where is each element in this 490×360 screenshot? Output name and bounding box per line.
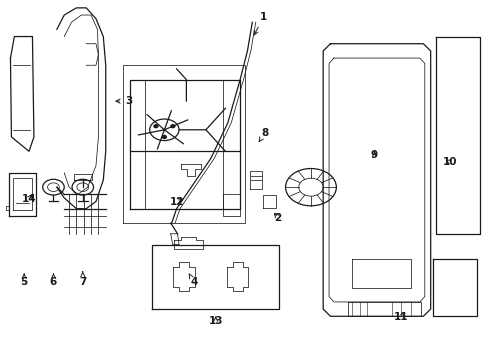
Text: 10: 10 <box>443 157 458 167</box>
Text: 11: 11 <box>394 312 409 322</box>
Text: 6: 6 <box>50 274 57 287</box>
Text: 9: 9 <box>371 150 378 160</box>
Text: 1: 1 <box>254 12 267 35</box>
Text: 3: 3 <box>116 96 132 106</box>
Circle shape <box>162 135 166 138</box>
Circle shape <box>171 125 175 128</box>
Text: 14: 14 <box>22 194 36 204</box>
Text: 4: 4 <box>189 274 197 287</box>
Text: 13: 13 <box>208 316 223 325</box>
Text: 5: 5 <box>21 274 28 287</box>
Text: 2: 2 <box>274 213 282 222</box>
Text: 8: 8 <box>259 129 268 141</box>
Text: 12: 12 <box>170 197 184 207</box>
Text: 7: 7 <box>79 272 86 287</box>
Circle shape <box>154 125 158 128</box>
